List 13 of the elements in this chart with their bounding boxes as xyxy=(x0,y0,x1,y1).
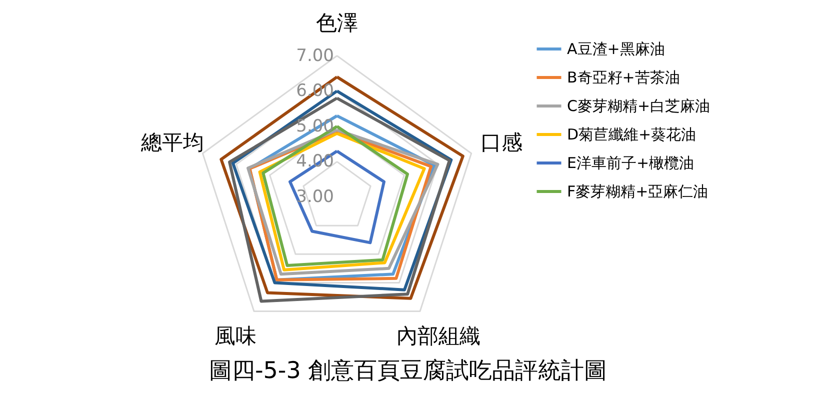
spoke-label: 內部組織 xyxy=(396,324,481,348)
legend-label: A豆渣+黑麻油 xyxy=(567,40,665,58)
legend-label: D菊苣纖維+葵花油 xyxy=(567,126,696,144)
spoke-label: 風味 xyxy=(214,324,256,348)
y-tick-label: 7.00 xyxy=(296,46,334,66)
legend-label: E洋車前子+橄欖油 xyxy=(567,154,694,172)
legend-label: C麥芽糊精+白芝麻油 xyxy=(567,97,710,115)
spoke-label: 色澤 xyxy=(316,10,358,35)
legend-label: B奇亞籽+苦茶油 xyxy=(567,68,680,86)
legend-label: F麥芽糊精+亞麻仁油 xyxy=(567,182,708,200)
text: 圖四-5-3 創意百頁豆腐試吃品評統計圖 xyxy=(208,358,608,384)
spoke-label: 口感 xyxy=(480,130,523,155)
spoke-label: 總平均 xyxy=(140,130,204,155)
